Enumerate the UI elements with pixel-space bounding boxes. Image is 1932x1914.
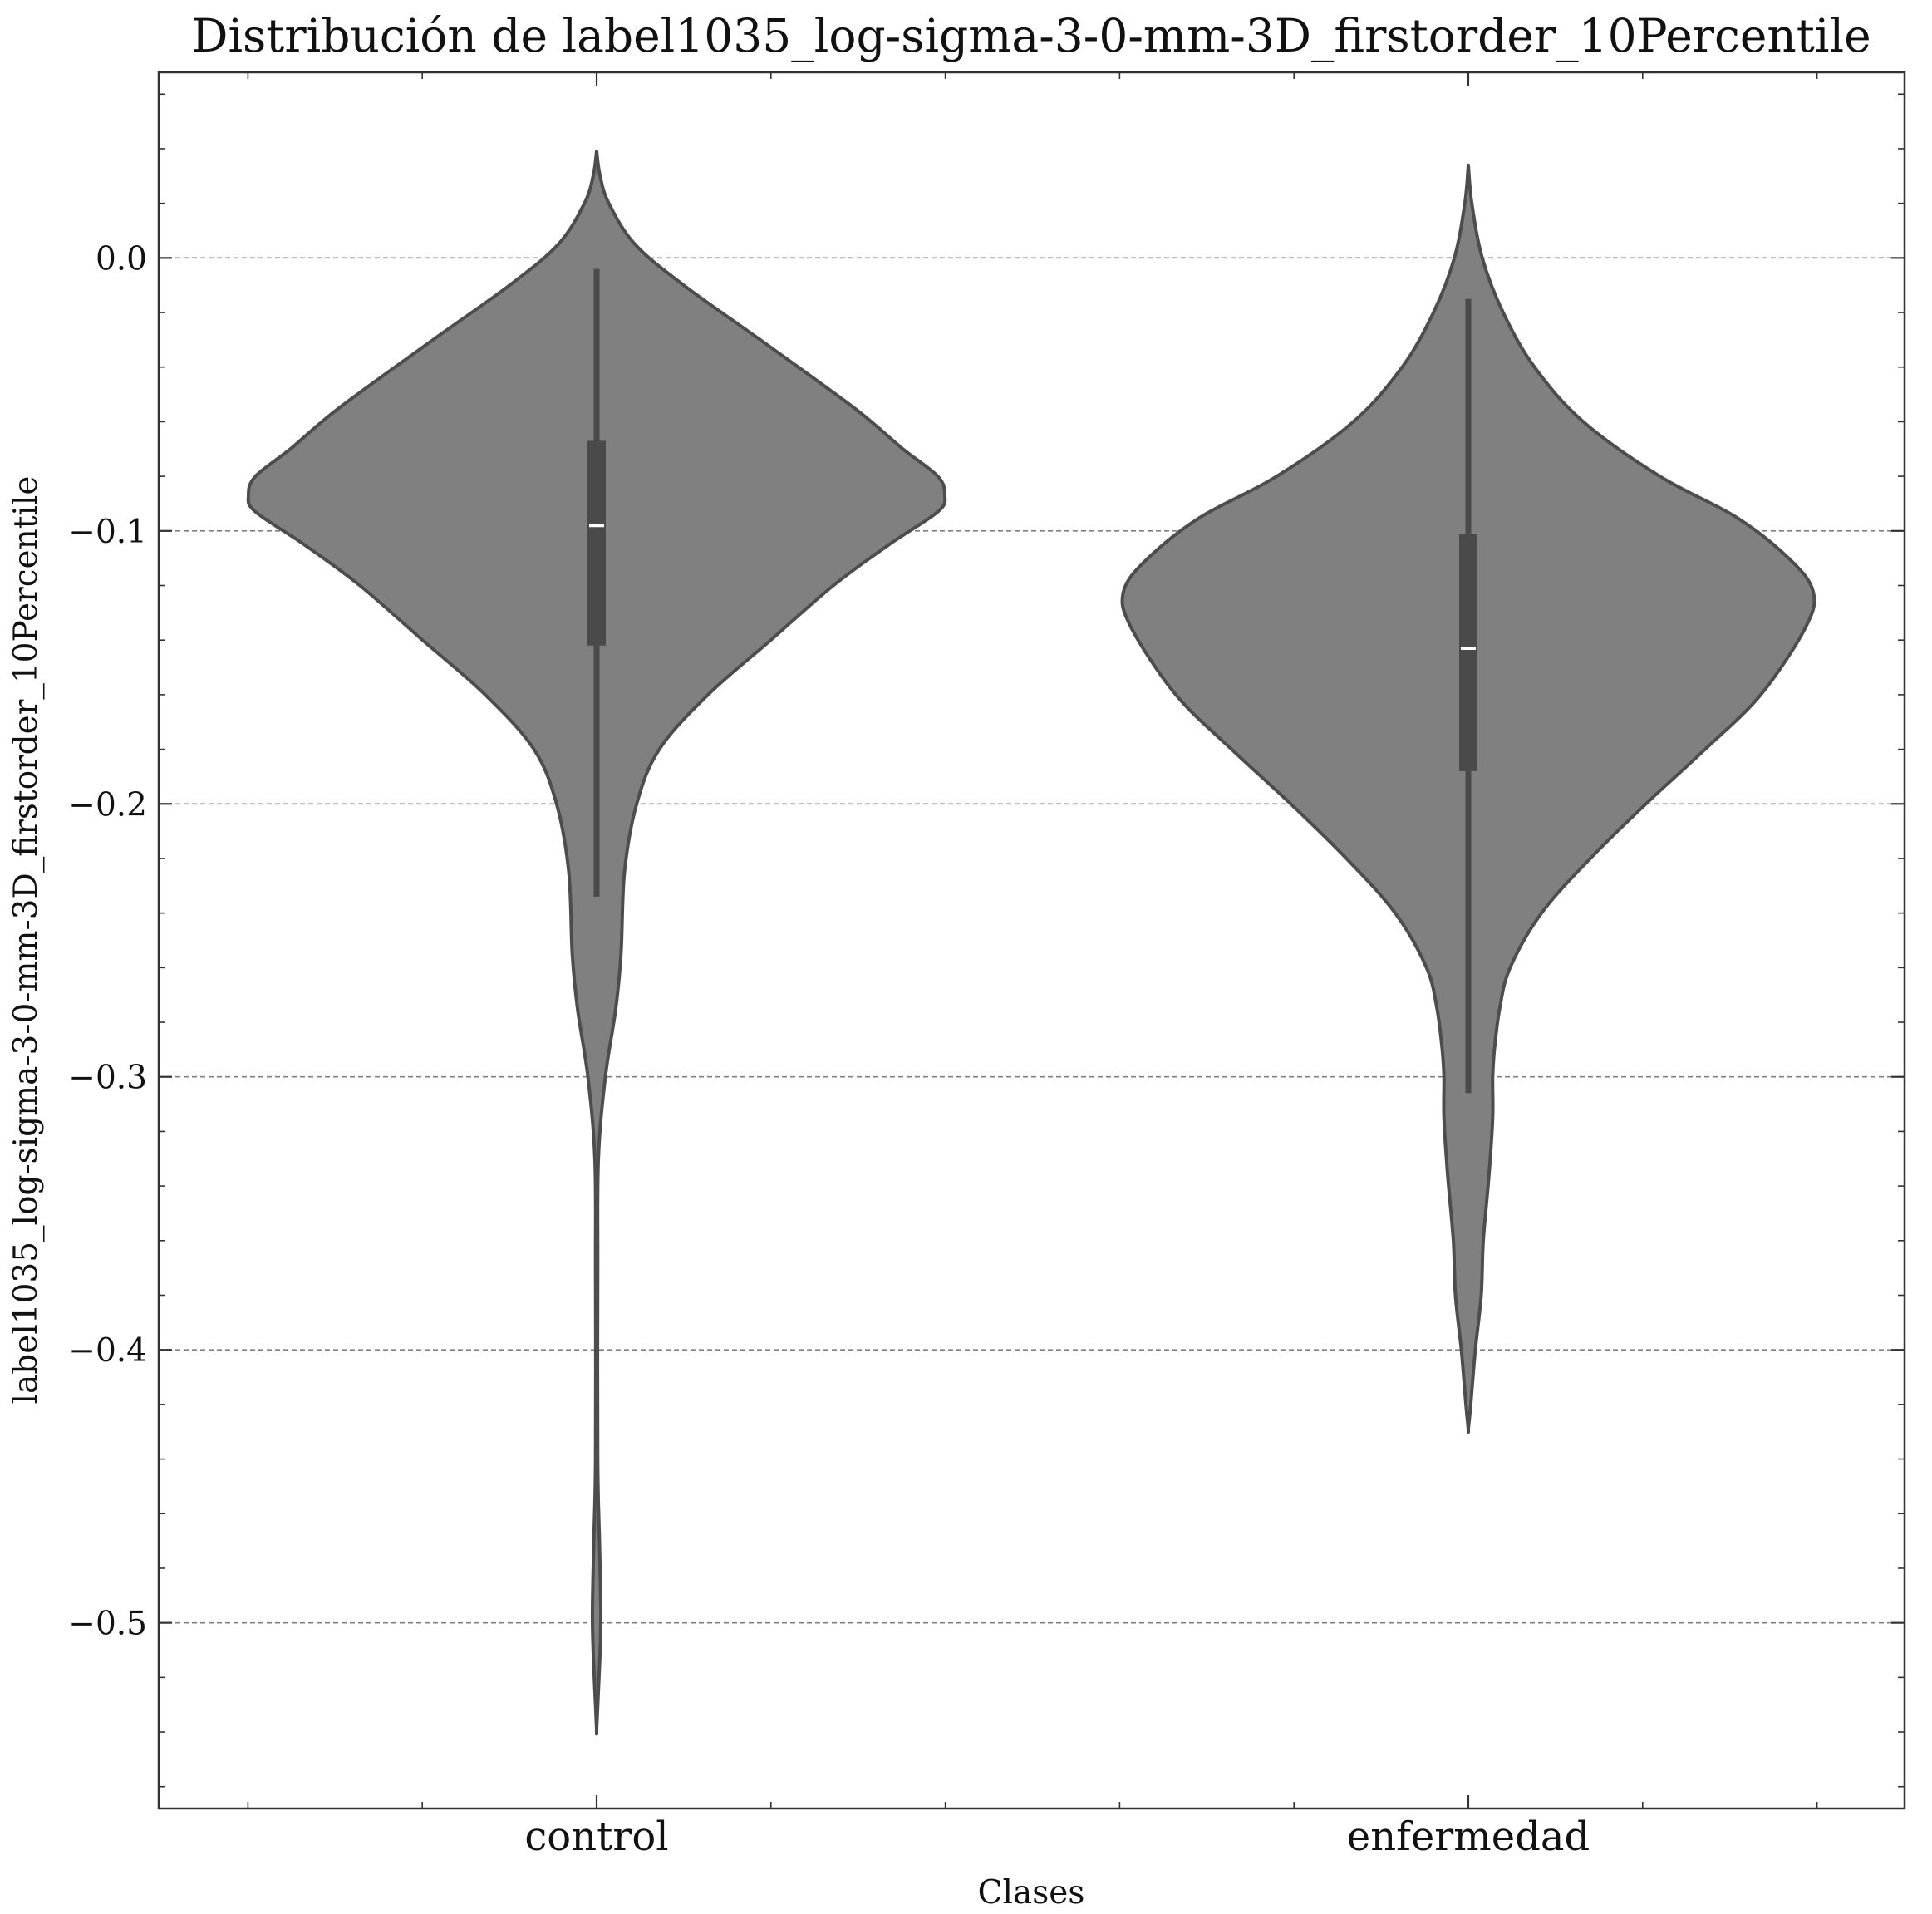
axis-ticks	[159, 72, 1905, 1808]
chart-title: Distribución de label1035_log-sigma-3-0-…	[191, 9, 1871, 62]
y-tick-label: −0.2	[68, 786, 147, 824]
violin-control	[246, 150, 947, 1736]
y-tick-label: −0.5	[68, 1606, 147, 1643]
y-axis-label: label1035_log-sigma-3-0-mm-3D_firstorder…	[7, 476, 45, 1405]
violins	[246, 150, 1816, 1736]
y-tick-label: −0.1	[68, 514, 147, 551]
iqr-box-enfermedad	[1459, 534, 1477, 771]
x-axis-label: Clases	[978, 1874, 1085, 1912]
y-tick-label: 0.0	[96, 240, 147, 278]
y-tick-label: −0.4	[68, 1332, 147, 1370]
iqr-box-control	[587, 440, 606, 646]
x-tick-label: control	[524, 1813, 668, 1860]
plot-frame	[157, 71, 1906, 1810]
x-tick-label: enfermedad	[1347, 1813, 1590, 1860]
tick-labels: 0.0 −0.1 −0.2 −0.3 −0.4 −0.5 control enfermedad	[68, 240, 1590, 1860]
y-tick-label: −0.3	[68, 1060, 147, 1097]
